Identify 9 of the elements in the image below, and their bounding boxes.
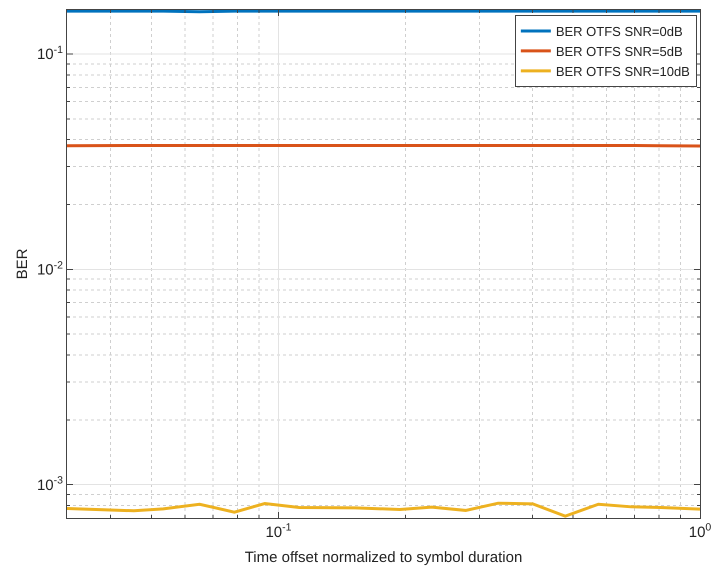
y-axis-title: BER [14,248,31,280]
x-axis-title: Time offset normalized to symbol duration [244,549,522,566]
y-tick-label: 10$^{-3}$ [36,474,64,494]
y-tick-label: 10$^{-1}$ [36,44,64,64]
x-tick-label: 10$^{0}$ [688,522,712,541]
legend-label: BER OTFS SNR=5dB [556,44,683,59]
y-tick-label: 10$^{-2}$ [36,259,64,279]
legend-label: BER OTFS SNR=0dB [556,24,683,40]
legend-label: BER OTFS SNR=10dB [556,64,690,79]
